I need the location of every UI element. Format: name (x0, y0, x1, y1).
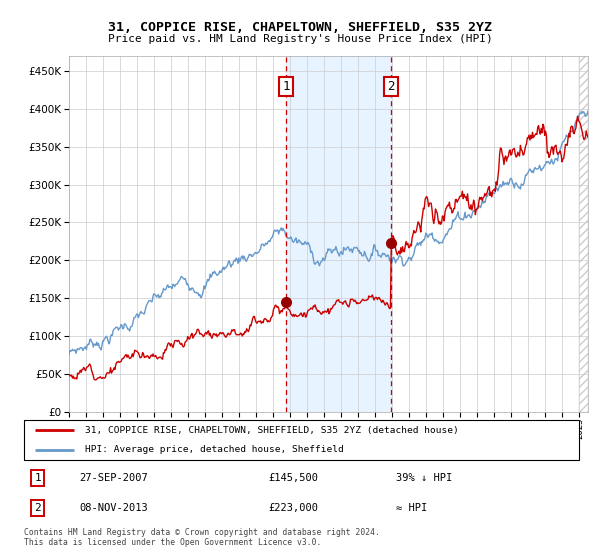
Text: 31, COPPICE RISE, CHAPELTOWN, SHEFFIELD, S35 2YZ: 31, COPPICE RISE, CHAPELTOWN, SHEFFIELD,… (108, 21, 492, 34)
Text: HPI: Average price, detached house, Sheffield: HPI: Average price, detached house, Shef… (85, 445, 344, 454)
Text: Contains HM Land Registry data © Crown copyright and database right 2024.
This d: Contains HM Land Registry data © Crown c… (24, 528, 380, 547)
Text: 27-SEP-2007: 27-SEP-2007 (79, 473, 148, 483)
Text: 1: 1 (282, 80, 290, 93)
Text: £223,000: £223,000 (268, 503, 318, 514)
Bar (286, 56, 391, 412)
Text: 08-NOV-2013: 08-NOV-2013 (79, 503, 148, 514)
Text: £145,500: £145,500 (268, 473, 318, 483)
Text: 39% ↓ HPI: 39% ↓ HPI (396, 473, 452, 483)
Text: 2: 2 (387, 80, 395, 93)
Text: Price paid vs. HM Land Registry's House Price Index (HPI): Price paid vs. HM Land Registry's House … (107, 34, 493, 44)
Text: ≈ HPI: ≈ HPI (396, 503, 427, 514)
Text: 2: 2 (35, 503, 41, 514)
Text: 1: 1 (35, 473, 41, 483)
FancyBboxPatch shape (24, 420, 579, 460)
Text: 31, COPPICE RISE, CHAPELTOWN, SHEFFIELD, S35 2YZ (detached house): 31, COPPICE RISE, CHAPELTOWN, SHEFFIELD,… (85, 426, 459, 435)
